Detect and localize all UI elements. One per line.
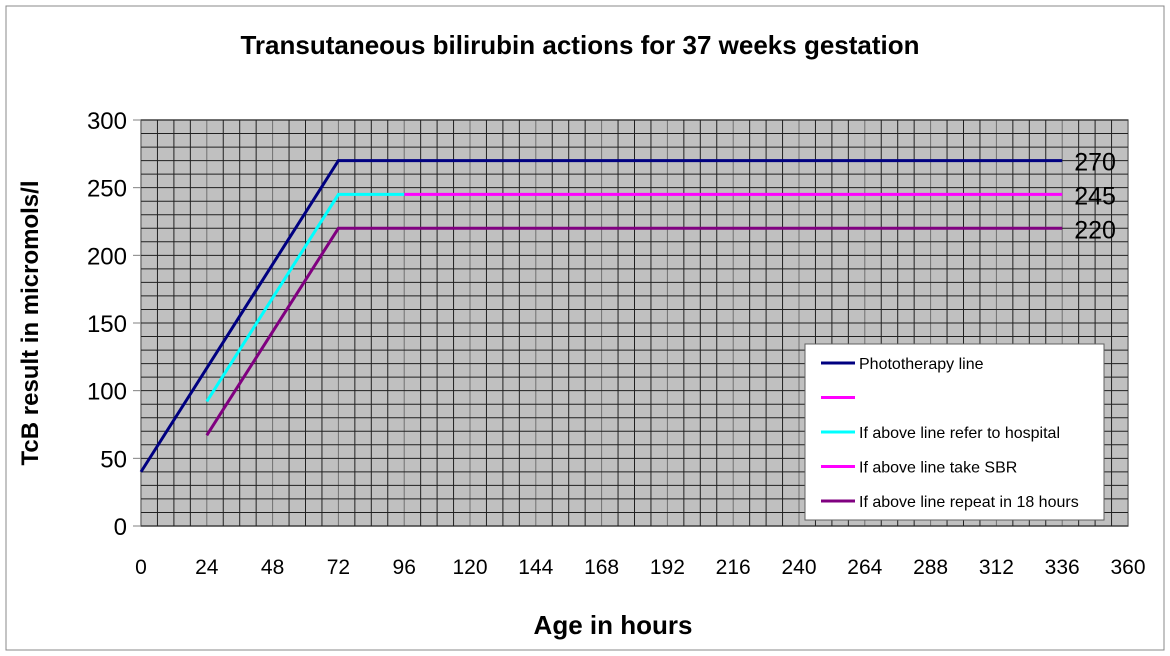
legend-label: If above line repeat in 18 hours (859, 494, 1079, 511)
x-tick-label: 0 (135, 556, 147, 579)
series-line-4 (205, 226, 1063, 437)
y-tick-label: 200 (87, 243, 127, 270)
x-tick-label: 96 (393, 556, 416, 579)
y-axis-label: TcB result in micromols/l (17, 181, 44, 466)
y-tick-label: 0 (114, 514, 127, 541)
x-tick-label: 312 (979, 556, 1014, 579)
y-tick-label: 150 (87, 311, 127, 338)
x-tick-label: 120 (452, 556, 487, 579)
x-tick-label: 240 (781, 556, 816, 579)
y-tick-label: 100 (87, 379, 127, 406)
legend-label: Phototherapy line (859, 356, 984, 373)
x-tick-label: 288 (913, 556, 948, 579)
series-line-2 (205, 192, 405, 403)
legend-label: If above line take SBR (859, 460, 1017, 477)
annotation-label: 245 (1074, 182, 1116, 210)
annotation-label: 220 (1074, 216, 1116, 244)
x-tick-label: 336 (1045, 556, 1080, 579)
y-tick-label: 250 (87, 176, 127, 203)
x-tick-label: 192 (650, 556, 685, 579)
x-tick-label: 360 (1110, 556, 1145, 579)
legend-label: If above line refer to hospital (859, 425, 1060, 442)
annotation-label: 270 (1074, 149, 1116, 177)
legend: Phototherapy line If above line refer to … (804, 343, 1105, 521)
y-tick-label: 300 (87, 108, 127, 135)
y-tick-label: 50 (100, 446, 127, 473)
series-line-0 (139, 159, 1063, 473)
x-tick-label: 24 (195, 556, 219, 579)
x-tick-label: 216 (716, 556, 751, 579)
x-tick-label: 48 (261, 556, 284, 579)
x-tick-label: 168 (584, 556, 619, 579)
chart-title: Transutaneous bilirubin actions for 37 w… (240, 30, 919, 60)
x-tick-label: 72 (327, 556, 350, 579)
x-axis-label: Age in hours (534, 610, 693, 640)
legend-box (804, 343, 1105, 521)
x-tick-label: 144 (518, 556, 553, 579)
x-tick-label: 264 (847, 556, 882, 579)
